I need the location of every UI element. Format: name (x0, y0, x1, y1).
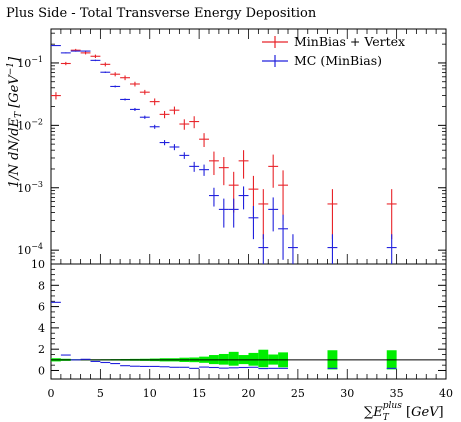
x-tick-label: 15 (192, 387, 206, 400)
ratio-series-marks (51, 301, 397, 370)
x-tick-label: 10 (143, 387, 157, 400)
x-tick-label: 40 (439, 387, 453, 400)
x-tick-label: 35 (390, 387, 404, 400)
legend-entry-mc: MC (MinBias) (262, 53, 382, 68)
ratio-y-tick-label: 0 (38, 364, 45, 377)
x-tick-label: 30 (340, 387, 354, 400)
y-tick-label: 10−3 (17, 180, 43, 195)
top-series-marks (51, 45, 397, 264)
uncertainty-band (218, 353, 229, 365)
legend-entry-data: MinBias + Vertex (262, 34, 405, 49)
uncertainty-band (258, 349, 269, 368)
ratio-y-tick-label: 2 (38, 343, 45, 356)
legend-label-data: MinBias + Vertex (294, 34, 405, 49)
series-data (51, 48, 397, 240)
legend-label-mc: MC (MinBias) (294, 53, 382, 68)
x-axis-label: ∑ETplus [GeV] (364, 401, 444, 422)
ratio-y-tick-label: 10 (31, 258, 45, 271)
legend: MinBias + Vertex MC (MinBias) (262, 34, 405, 68)
y-tick-label: 10−2 (17, 117, 43, 132)
ratio-y-tick-label: 8 (38, 279, 45, 292)
x-tick-label: 20 (242, 387, 256, 400)
ratio-y-tick-label: 6 (38, 301, 45, 314)
x-tick-label: 25 (291, 387, 305, 400)
uncertainty-band (228, 351, 239, 366)
x-tick-label: 0 (48, 387, 55, 400)
ratio-y-tick-label: 4 (38, 322, 45, 335)
y-tick-label: 10−1 (17, 55, 43, 70)
uncertainty-band (248, 352, 259, 366)
y-tick-label: 10−4 (17, 242, 43, 257)
y-axis-label: 1/N dN/dET [GeV−1] (6, 56, 24, 188)
series-mc (51, 45, 397, 264)
top-axis-ticks: 10−1 10−2 10−3 10−4 (17, 29, 447, 265)
chart-title: Plus Side - Total Transverse Energy Depo… (6, 6, 317, 21)
x-tick-label: 5 (97, 387, 104, 400)
